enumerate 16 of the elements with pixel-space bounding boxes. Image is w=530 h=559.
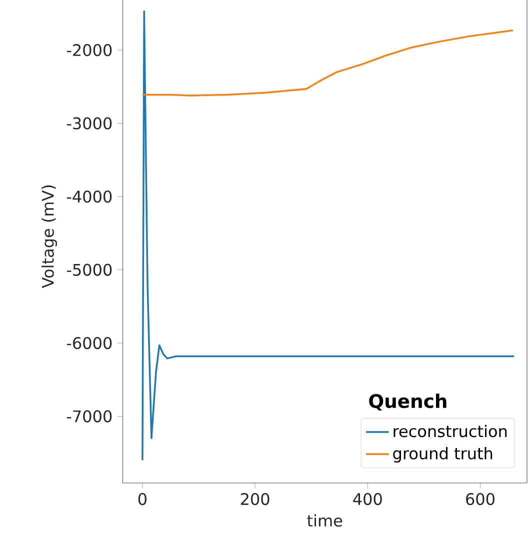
y-tick-label: -3000 — [67, 117, 112, 130]
x-tick-label: 400 — [353, 493, 382, 506]
y-tick-label: -6000 — [67, 337, 112, 350]
y-tick-label: -5000 — [67, 264, 112, 276]
y-tick-label: -7000 — [67, 410, 112, 422]
y-axis-title: Voltage (mV) — [42, 185, 58, 288]
legend-title: Quench — [369, 394, 446, 411]
x-tick-label: 600 — [466, 493, 495, 506]
x-tick-label: 200 — [241, 493, 270, 506]
y-tick-label: -2000 — [67, 44, 112, 56]
legend-label: ground truth — [393, 447, 492, 463]
legend-label: reconstruction — [394, 424, 507, 438]
line-series — [142, 29, 514, 96]
x-tick-label: 0 — [138, 493, 147, 506]
y-tick-label: -4000 — [67, 190, 112, 203]
x-axis-title: time — [307, 514, 342, 527]
